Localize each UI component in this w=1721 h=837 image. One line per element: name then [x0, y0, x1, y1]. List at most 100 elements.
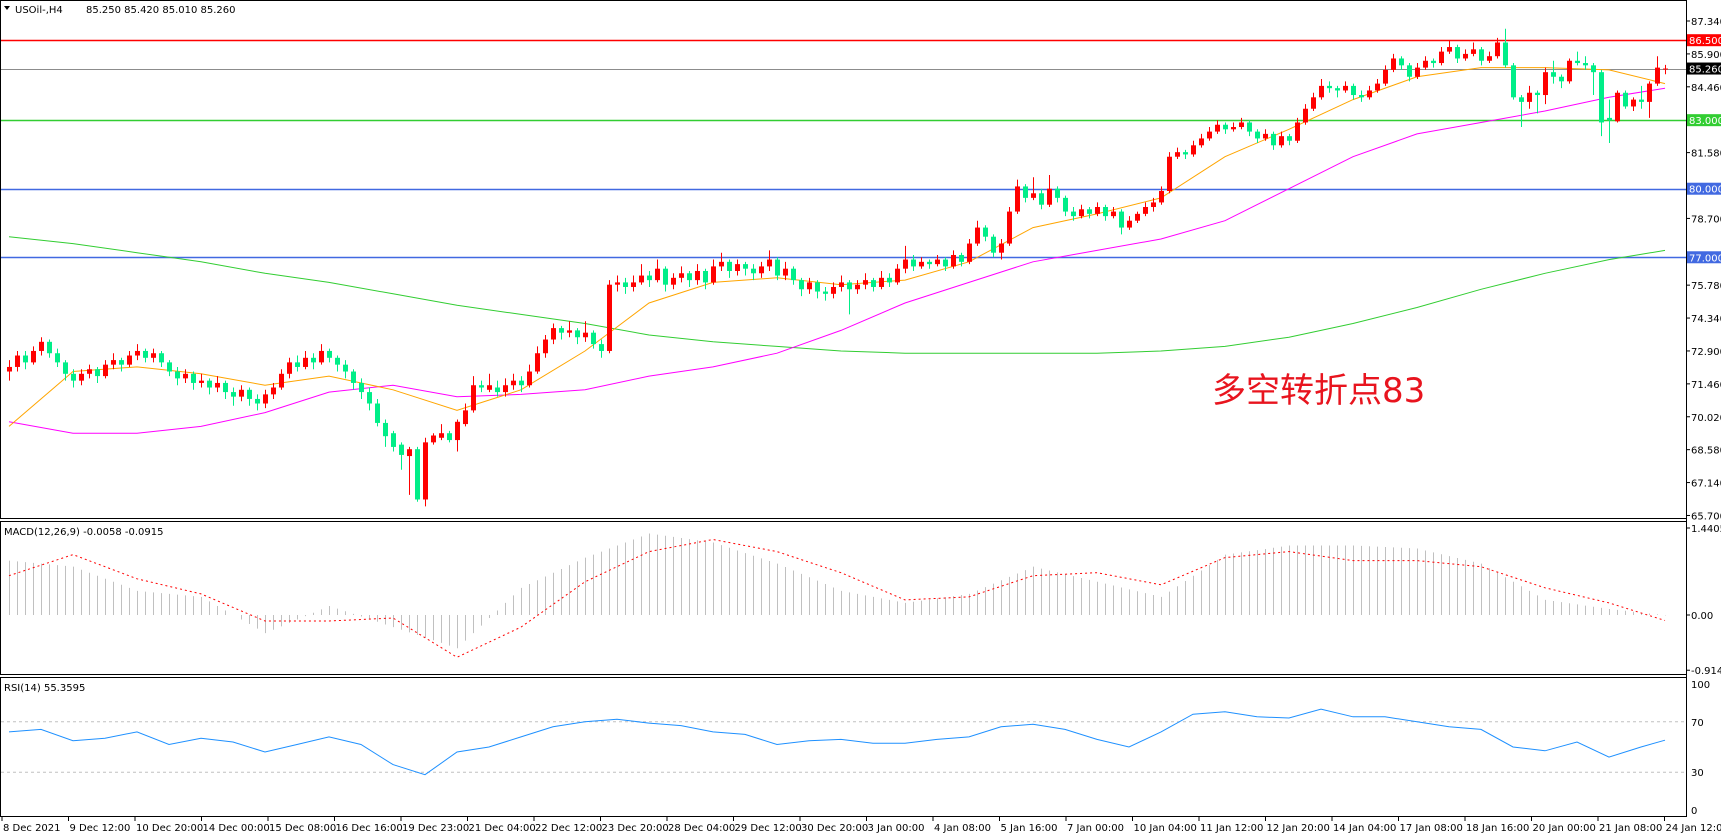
- candle[interactable]: [1455, 44, 1460, 64]
- candle[interactable]: [1599, 69, 1604, 137]
- candle[interactable]: [863, 273, 868, 290]
- candle[interactable]: [1063, 195, 1068, 217]
- candle[interactable]: [1415, 63, 1420, 80]
- candle[interactable]: [1087, 206, 1092, 219]
- candle[interactable]: [1447, 40, 1452, 54]
- candle[interactable]: [359, 378, 364, 399]
- candle[interactable]: [1119, 209, 1124, 235]
- triangle-down-icon[interactable]: [4, 6, 10, 10]
- candle[interactable]: [671, 273, 676, 290]
- candle[interactable]: [287, 357, 292, 379]
- candle[interactable]: [639, 264, 644, 285]
- candle[interactable]: [1127, 216, 1132, 230]
- candle[interactable]: [263, 389, 268, 409]
- candle[interactable]: [839, 275, 844, 292]
- candle[interactable]: [1215, 120, 1220, 134]
- candle[interactable]: [1631, 97, 1636, 112]
- candle[interactable]: [391, 430, 396, 452]
- candle[interactable]: [1463, 49, 1468, 61]
- candle[interactable]: [1511, 63, 1516, 100]
- candle[interactable]: [103, 360, 108, 379]
- candle[interactable]: [351, 369, 356, 390]
- level-price-tag[interactable]: [1687, 34, 1721, 47]
- candle[interactable]: [559, 325, 564, 340]
- candle[interactable]: [63, 360, 68, 381]
- candle[interactable]: [1639, 85, 1644, 109]
- candle[interactable]: [687, 270, 692, 287]
- candle[interactable]: [1055, 186, 1060, 203]
- candle[interactable]: [743, 261, 748, 276]
- candle[interactable]: [1135, 211, 1140, 223]
- candle[interactable]: [799, 277, 804, 297]
- candle[interactable]: [775, 257, 780, 281]
- candle[interactable]: [887, 273, 892, 287]
- candle[interactable]: [999, 238, 1004, 260]
- candle[interactable]: [591, 330, 596, 349]
- candle[interactable]: [607, 280, 612, 354]
- candle[interactable]: [1375, 79, 1380, 93]
- candle[interactable]: [455, 419, 460, 452]
- candle[interactable]: [1287, 133, 1292, 146]
- macd-panel[interactable]: 1.4405 0.00 -0.9144: [0, 521, 1721, 678]
- candle[interactable]: [1111, 206, 1116, 219]
- candle[interactable]: [1383, 65, 1388, 86]
- candle[interactable]: [247, 387, 252, 406]
- candle[interactable]: [1183, 149, 1188, 160]
- candle[interactable]: [1031, 177, 1036, 201]
- candle[interactable]: [239, 385, 244, 402]
- candle[interactable]: [527, 364, 532, 388]
- candle[interactable]: [7, 360, 12, 381]
- candle[interactable]: [823, 286, 828, 301]
- candle[interactable]: [1143, 202, 1148, 217]
- candle[interactable]: [1663, 64, 1668, 75]
- level-price-tag[interactable]: [1687, 114, 1721, 127]
- level-price-tag[interactable]: [1687, 62, 1721, 75]
- candle[interactable]: [1239, 117, 1244, 130]
- candle[interactable]: [1519, 95, 1524, 128]
- price-axis[interactable]: 87.340 85.900 84.460 81.580 78.700 75.780 74.3…: [1686, 0, 1721, 817]
- candle[interactable]: [543, 334, 548, 358]
- candle[interactable]: [583, 321, 588, 342]
- candle[interactable]: [1615, 90, 1620, 123]
- candle[interactable]: [511, 373, 516, 390]
- candle[interactable]: [1271, 131, 1276, 150]
- candle[interactable]: [719, 252, 724, 271]
- candle[interactable]: [959, 252, 964, 267]
- candle[interactable]: [895, 264, 900, 285]
- candle[interactable]: [1575, 51, 1580, 66]
- candle[interactable]: [1159, 186, 1164, 205]
- candle[interactable]: [751, 264, 756, 281]
- candle[interactable]: [1551, 60, 1556, 84]
- candle[interactable]: [79, 369, 84, 386]
- candle[interactable]: [663, 266, 668, 292]
- candle[interactable]: [1527, 85, 1532, 109]
- candle[interactable]: [847, 280, 852, 315]
- candle[interactable]: [415, 446, 420, 502]
- candle[interactable]: [943, 257, 948, 271]
- candle[interactable]: [407, 446, 412, 495]
- candle[interactable]: [1479, 47, 1484, 66]
- candle[interactable]: [711, 259, 716, 285]
- candle[interactable]: [1167, 152, 1172, 194]
- candle[interactable]: [207, 378, 212, 395]
- candle[interactable]: [1047, 175, 1052, 207]
- candle[interactable]: [223, 380, 228, 399]
- candle[interactable]: [871, 277, 876, 292]
- candle[interactable]: [679, 266, 684, 283]
- candle[interactable]: [1559, 74, 1564, 89]
- candle[interactable]: [1655, 56, 1660, 86]
- rsi-panel[interactable]: 100 70 30 0: [0, 677, 1711, 818]
- candle[interactable]: [143, 348, 148, 363]
- candle[interactable]: [447, 430, 452, 443]
- candle[interactable]: [503, 378, 508, 397]
- candle[interactable]: [55, 348, 60, 367]
- candle[interactable]: [375, 398, 380, 427]
- candle[interactable]: [831, 282, 836, 299]
- level-price-tag[interactable]: [1687, 251, 1721, 264]
- candle[interactable]: [487, 373, 492, 393]
- candle[interactable]: [303, 350, 308, 370]
- candle[interactable]: [1503, 28, 1508, 68]
- candle[interactable]: [703, 268, 708, 290]
- candle[interactable]: [1439, 47, 1444, 66]
- candle[interactable]: [119, 357, 124, 372]
